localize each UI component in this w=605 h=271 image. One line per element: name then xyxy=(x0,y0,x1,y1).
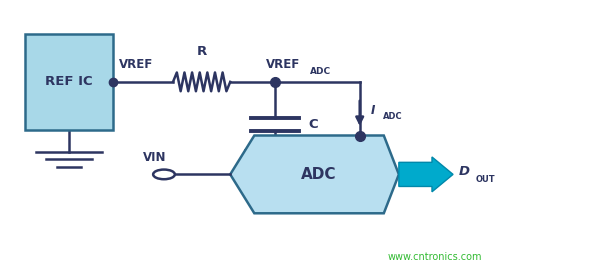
Text: VREF: VREF xyxy=(119,58,153,71)
Text: OUT: OUT xyxy=(476,175,495,184)
Polygon shape xyxy=(231,136,399,213)
Text: VIN: VIN xyxy=(143,151,167,164)
Text: ADC: ADC xyxy=(301,167,337,182)
Text: ADC: ADC xyxy=(382,112,402,121)
Polygon shape xyxy=(399,157,453,192)
FancyBboxPatch shape xyxy=(25,34,113,130)
Text: C: C xyxy=(309,118,318,131)
Text: VREF: VREF xyxy=(266,58,301,71)
Text: I: I xyxy=(370,104,375,117)
Text: www.cntronics.com: www.cntronics.com xyxy=(388,251,482,262)
Text: ADC: ADC xyxy=(310,67,331,76)
Text: D: D xyxy=(459,165,470,178)
Text: R: R xyxy=(197,45,207,58)
Text: REF IC: REF IC xyxy=(45,75,93,88)
